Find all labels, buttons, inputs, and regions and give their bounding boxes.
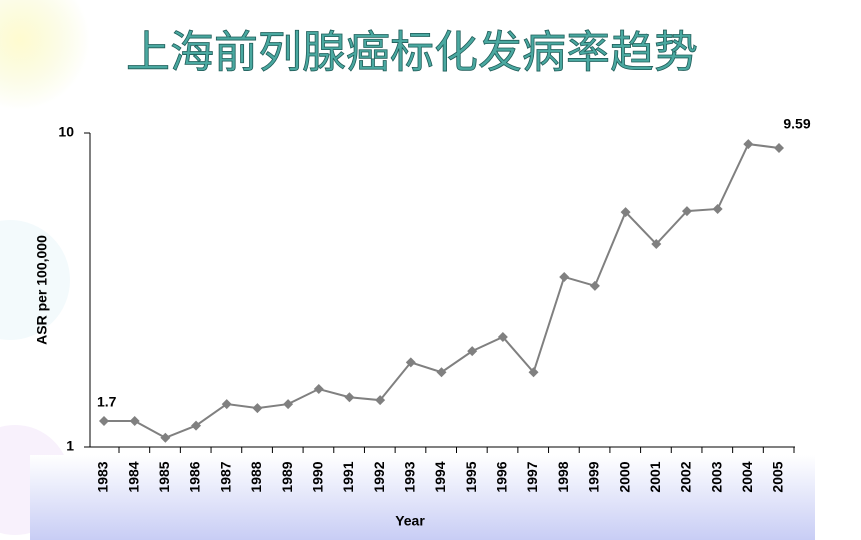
marker [620,207,631,218]
marker [681,206,692,217]
x-tick-label: 1991 [340,461,356,492]
x-tick-label: 1990 [309,461,325,492]
marker [129,416,140,427]
marker [436,367,447,378]
decoration [0,0,90,110]
x-tick-label: 1985 [156,461,172,492]
y-axis-label: ASR per 100,000 [34,235,50,345]
marker [497,332,508,343]
y-tick-label: 10 [58,124,74,140]
x-tick-label: 1995 [463,461,479,492]
x-tick-label: 1986 [187,461,203,492]
x-tick-label: 1998 [555,461,571,492]
marker [743,139,754,150]
marker [252,403,263,414]
marker [774,142,784,153]
x-tick-label: 1983 [95,461,111,492]
x-tick-label: 1993 [402,461,418,492]
line [104,142,780,439]
x-tick-label: 1988 [248,461,264,492]
marker [651,239,662,250]
x-tick-label: 1994 [432,461,448,492]
axis-band [30,455,815,540]
annotation: 1.7 [97,394,117,410]
x-tick-label: 1987 [217,461,233,492]
x-tick-label: 1989 [279,461,295,492]
x-tick-label: 1997 [524,461,540,492]
x-tick-label: 2004 [739,461,755,492]
marker [559,271,570,282]
marker [160,432,171,443]
x-tick-label: 2005 [770,461,786,492]
marker [405,357,416,368]
y-tick-label: 1 [66,438,74,454]
x-tick-label: 2001 [647,461,663,492]
marker [712,203,723,214]
decoration [0,220,70,340]
marker [313,384,324,395]
marker [375,395,386,406]
x-tick-label: 1984 [125,461,141,492]
x-tick-label: 1999 [586,461,602,492]
marker [191,420,202,431]
marker [99,416,109,427]
marker [467,346,478,357]
x-tick-label: 2002 [678,461,694,492]
x-axis-label: Year [395,513,425,529]
x-tick-label: 2003 [708,461,724,492]
x-tick-label: 2000 [616,461,632,492]
x-tick-label: 1996 [494,461,510,492]
marker [221,399,232,410]
marker [528,367,539,378]
x-tick-label: 1992 [371,461,387,492]
annotation: 9.59 [783,116,810,132]
chart-title: 上海前列腺癌标化发病率趋势 [126,27,698,78]
marker [283,399,294,410]
marker [589,280,600,291]
marker [344,392,355,403]
